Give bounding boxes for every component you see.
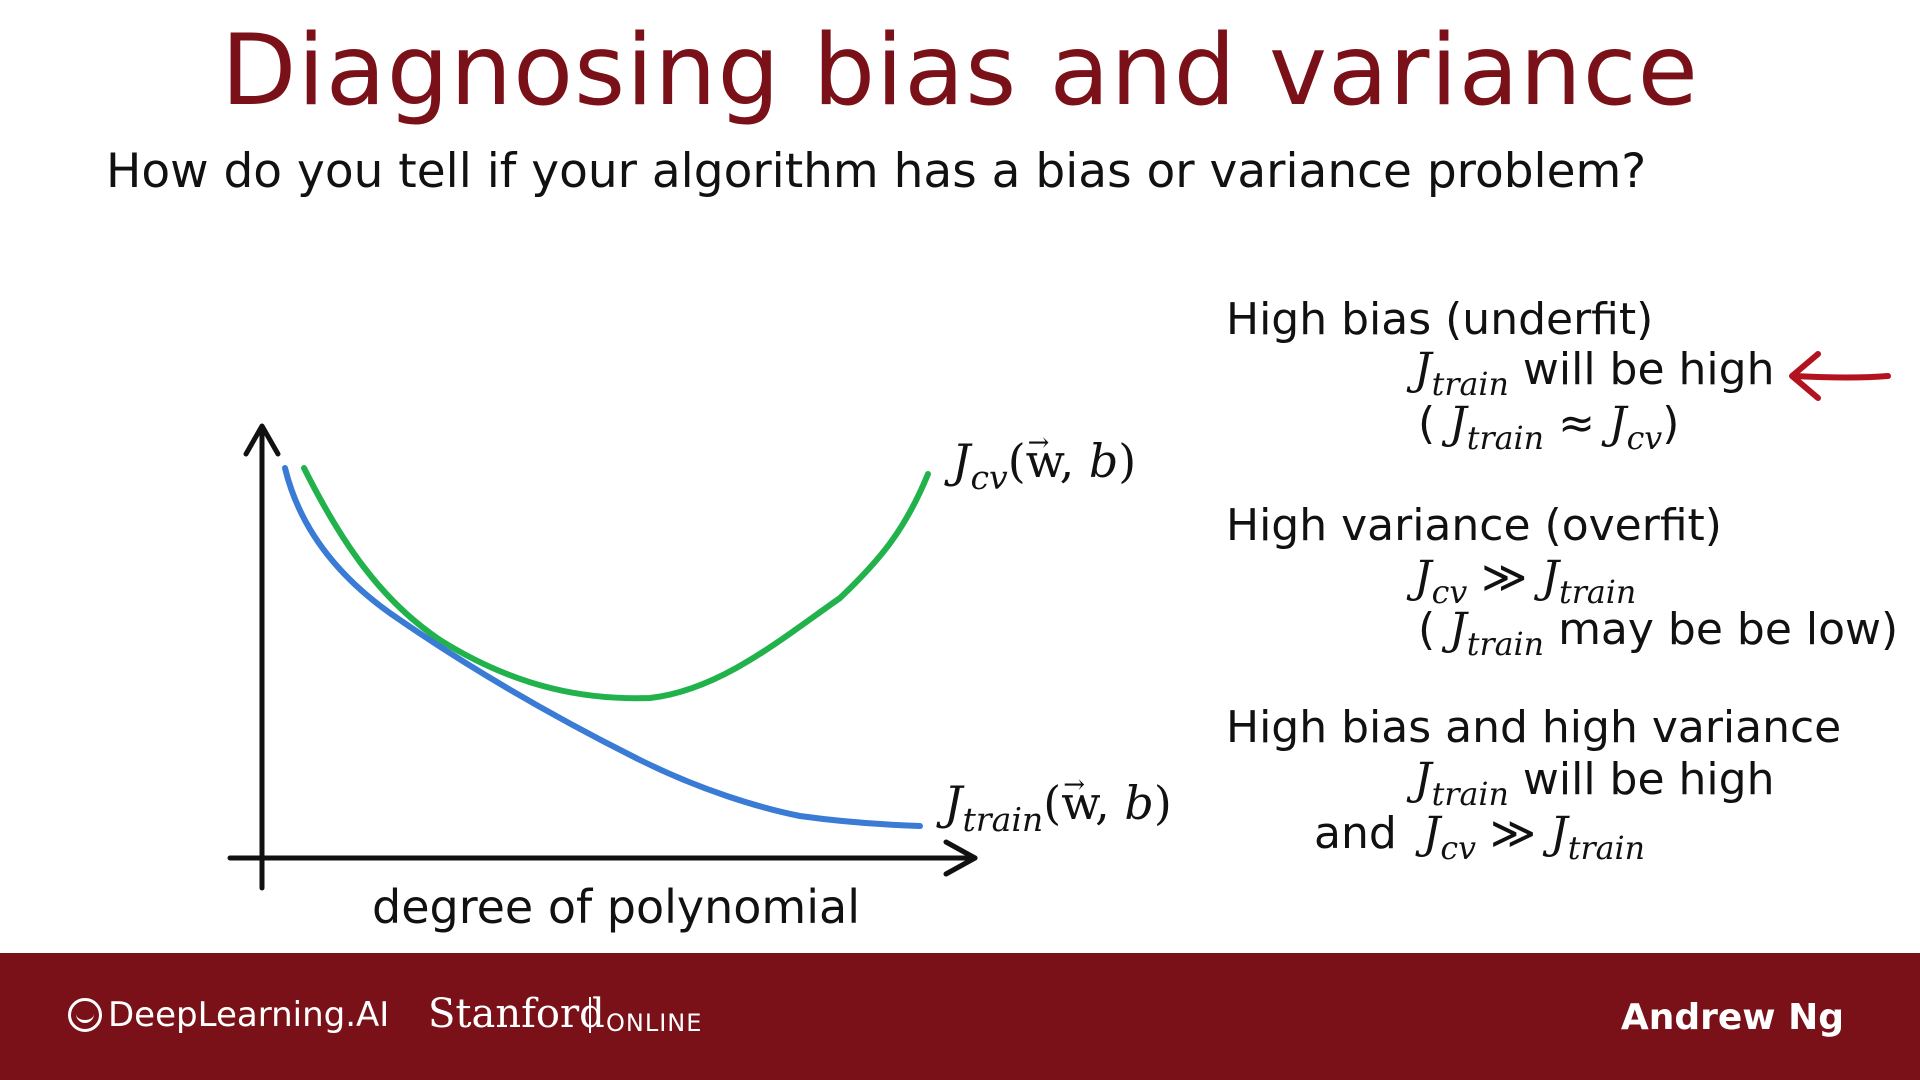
stanford-wordmark: Stanford [428, 991, 605, 1037]
x-axis-arrowhead [943, 839, 978, 877]
red-arrow-icon [1789, 351, 1891, 401]
high-variance-line2: ( Jtrain may be be low) [1418, 604, 1899, 664]
train-curve-label: Jtrain(→ w, b) [944, 770, 1172, 839]
both-line2: and Jcv ≫ Jtrain [1314, 808, 1646, 868]
footer-bar: DeepLearning.AI Stanford ONLINE Andrew N… [0, 953, 1920, 1080]
cv-error-curve [301, 465, 931, 702]
x-axis-label: degree of polynomial [372, 880, 860, 934]
high-bias-line2: ( Jtrain ≈ Jcv) [1418, 398, 1680, 458]
deeplearning-wordmark: DeepLearning.AI [108, 995, 390, 1035]
high-variance-heading: High variance (overfit) [1226, 500, 1722, 551]
both-heading: High bias and high variance [1226, 702, 1842, 753]
high-variance-line1: Jcv ≫ Jtrain [1414, 552, 1637, 612]
bias-variance-chart [227, 423, 978, 891]
stanford-online-label: ONLINE [606, 1009, 703, 1037]
stanford-divider [589, 997, 591, 1033]
presenter-name: Andrew Ng [1620, 997, 1844, 1038]
vector-arrow: → [1063, 770, 1085, 800]
deeplearning-icon [68, 998, 102, 1032]
cv-curve-label: Jcv(→ w, b) [952, 428, 1137, 497]
train-error-curve [282, 465, 923, 829]
deeplearning-logo: DeepLearning.AI [68, 995, 389, 1035]
high-bias-line1: Jtrain will be high [1414, 344, 1775, 404]
slide-subtitle: How do you tell if your algorithm has a … [106, 144, 1647, 199]
both-line1: Jtrain will be high [1414, 754, 1775, 814]
axes [227, 423, 978, 891]
y-axis-arrowhead [243, 423, 281, 457]
vector-arrow: → [1027, 428, 1050, 458]
high-bias-heading: High bias (underfit) [1226, 294, 1654, 345]
slide-title: Diagnosing bias and variance [221, 14, 1699, 128]
